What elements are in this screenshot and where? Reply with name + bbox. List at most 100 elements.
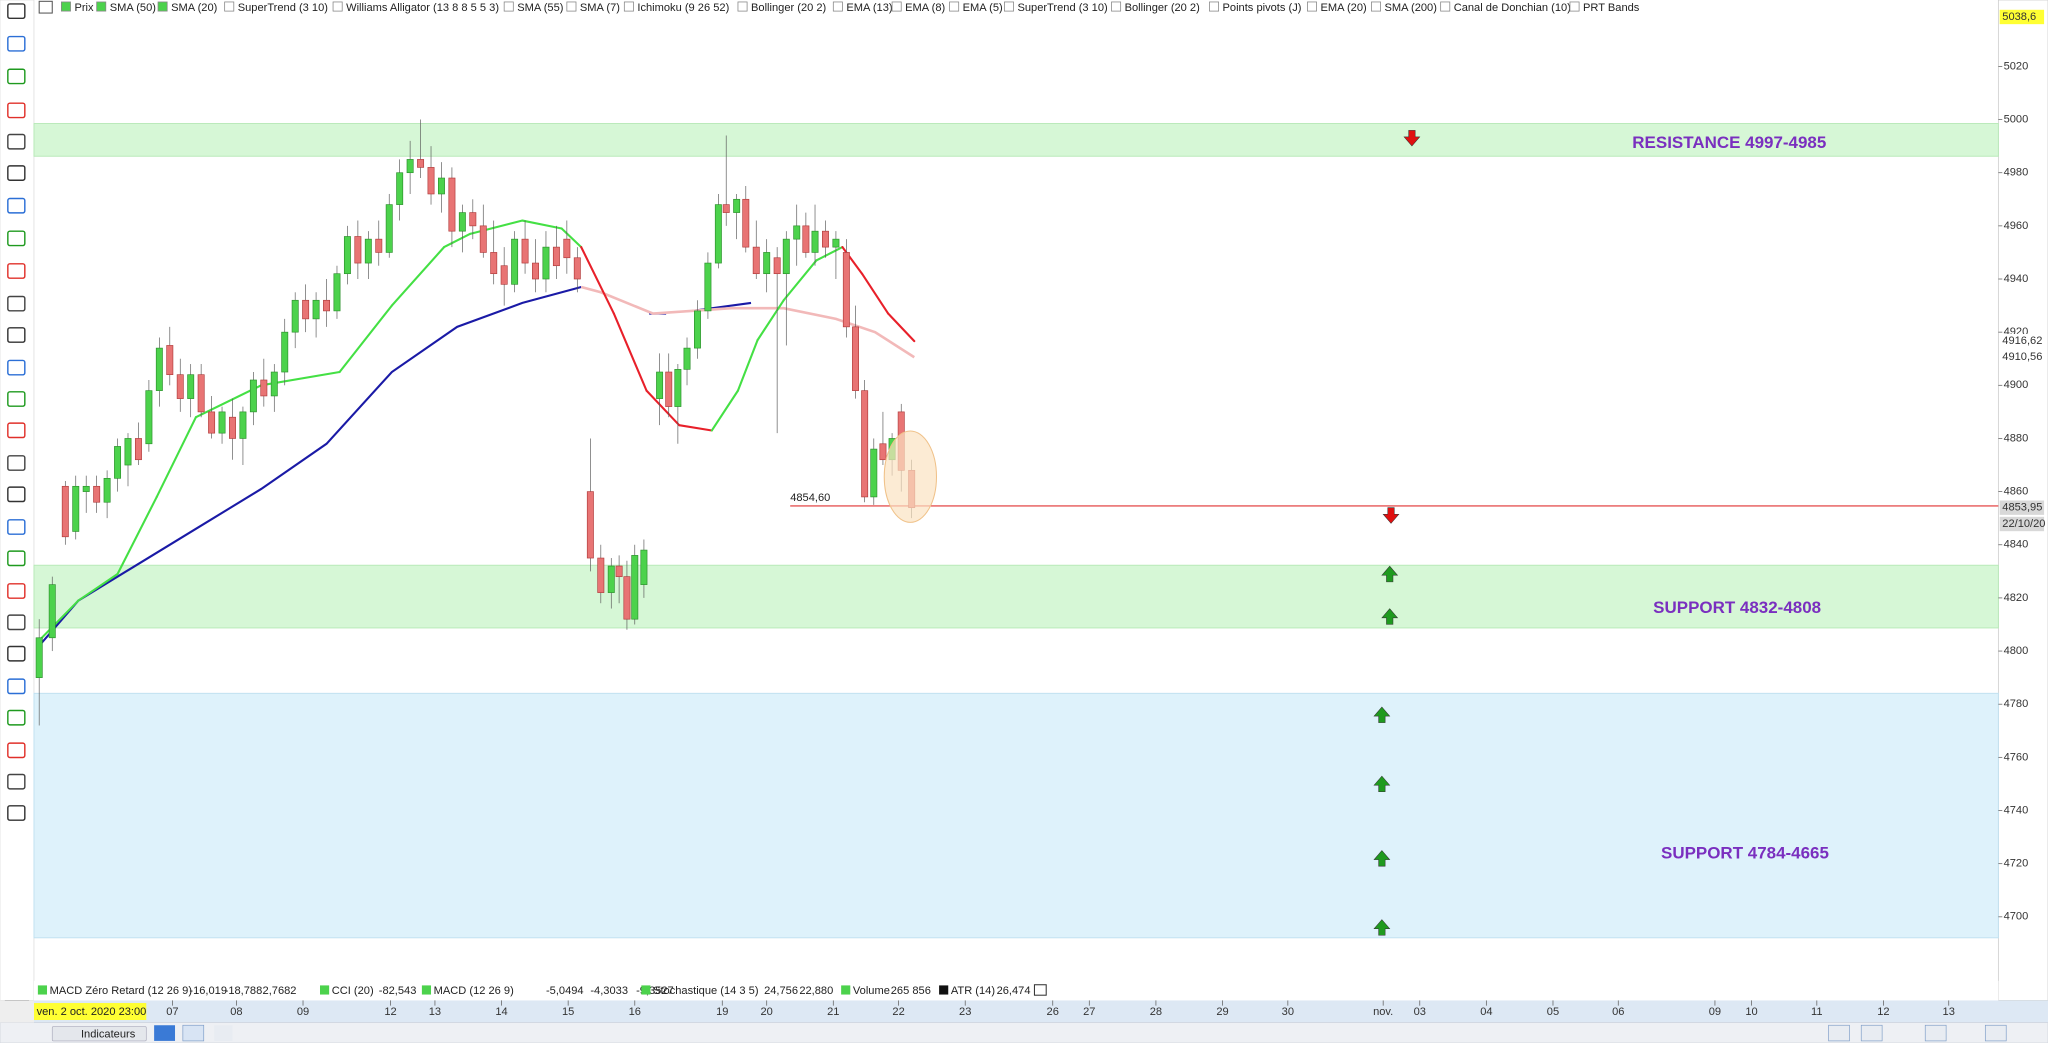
- toolbar-item[interactable]: SMA (7): [580, 2, 620, 14]
- tool-button[interactable]: [1828, 1024, 1850, 1042]
- indicator-name[interactable]: Stochastique (14 3 5): [653, 985, 758, 997]
- toolbar-checkbox[interactable]: [157, 1, 168, 12]
- tool-icon[interactable]: [7, 742, 26, 759]
- tool-icon[interactable]: [7, 645, 26, 662]
- tool-icon[interactable]: [7, 68, 26, 85]
- indicator-swatch[interactable]: [37, 985, 48, 995]
- toolbar-item[interactable]: SuperTrend (3 10): [238, 2, 328, 14]
- price-axis: [1997, 0, 2048, 1001]
- toolbar-checkbox[interactable]: [332, 1, 343, 12]
- tool-icon[interactable]: [7, 455, 26, 471]
- indicator-swatch[interactable]: [841, 985, 851, 995]
- toolbar-item[interactable]: Williams Alligator (13 8 8 5 5 3): [346, 2, 499, 14]
- toolbar-checkbox[interactable]: [96, 1, 107, 12]
- candle-body: [521, 238, 529, 264]
- tool-icon[interactable]: [7, 197, 26, 214]
- toolbar-item[interactable]: SuperTrend (3 10): [1017, 2, 1107, 14]
- tool-icon[interactable]: [7, 583, 26, 599]
- indicator-swatch[interactable]: [320, 985, 330, 995]
- toolbar-checkbox[interactable]: [1307, 1, 1317, 12]
- tool-icon[interactable]: [7, 519, 26, 535]
- indicator-swatch[interactable]: [939, 985, 949, 995]
- indicators-label[interactable]: Indicateurs: [81, 1028, 136, 1040]
- candle-body: [166, 345, 174, 376]
- toolbar-checkbox[interactable]: [224, 1, 235, 12]
- toolbar-item[interactable]: Canal de Donchian (10): [1454, 2, 1571, 14]
- tool-button[interactable]: [214, 1025, 233, 1041]
- toolbar-checkbox[interactable]: [1440, 1, 1451, 12]
- tool-icon[interactable]: [7, 709, 26, 726]
- toolbar-checkbox[interactable]: [60, 1, 71, 12]
- tool-icon[interactable]: [7, 805, 26, 821]
- toolbar-checkbox[interactable]: [949, 1, 960, 12]
- indicator-swatch[interactable]: [641, 985, 651, 995]
- toolbar-item[interactable]: SMA (55): [517, 2, 563, 14]
- tool-icon[interactable]: [7, 165, 26, 181]
- toolbar-checkbox[interactable]: [1004, 1, 1014, 12]
- toolbar-item[interactable]: EMA (5): [963, 2, 1003, 14]
- tool-icon[interactable]: [7, 3, 26, 20]
- x-tick-label: 06: [1612, 1006, 1624, 1018]
- indicator-name[interactable]: MACD (12 26 9): [434, 985, 514, 997]
- tool-icon[interactable]: [7, 422, 26, 439]
- toolbar-checkbox[interactable]: [1111, 1, 1122, 12]
- indicator-name[interactable]: CCI (20): [332, 985, 374, 997]
- candle-body: [312, 299, 320, 320]
- window-icon[interactable]: [38, 0, 53, 14]
- toolbar-item[interactable]: Bollinger (20 2): [1125, 2, 1200, 14]
- price-zone: [33, 564, 1999, 629]
- candle-body: [61, 485, 69, 538]
- indicator-settings[interactable]: [1033, 984, 1047, 996]
- toolbar-item[interactable]: SMA (20): [171, 2, 217, 14]
- toolbar-item[interactable]: EMA (8): [905, 2, 945, 14]
- tool-icon[interactable]: [7, 35, 26, 52]
- tool-button[interactable]: [1860, 1024, 1883, 1042]
- indicator-name[interactable]: Volume: [853, 985, 890, 997]
- tool-icon[interactable]: [7, 550, 26, 567]
- toolbar-item[interactable]: SMA (200): [1384, 2, 1436, 14]
- toolbar-checkbox[interactable]: [623, 1, 634, 12]
- candle-body: [586, 491, 594, 559]
- toolbar-checkbox[interactable]: [503, 1, 514, 12]
- tool-icon[interactable]: [7, 102, 26, 119]
- toolbar-checkbox[interactable]: [737, 1, 748, 12]
- candle-body: [114, 446, 122, 479]
- tool-button[interactable]: [182, 1024, 205, 1042]
- tool-icon[interactable]: [7, 614, 26, 631]
- indicator-swatch[interactable]: [421, 985, 432, 995]
- toolbar-checkbox[interactable]: [566, 1, 577, 12]
- tool-icon[interactable]: [7, 359, 26, 376]
- tool-icon[interactable]: [7, 678, 26, 695]
- tool-icon[interactable]: [7, 327, 26, 343]
- toolbar-item[interactable]: Bollinger (20 2): [751, 2, 826, 14]
- ma-segment: [841, 246, 864, 275]
- tool-icon[interactable]: [7, 133, 26, 150]
- tool-icon[interactable]: [7, 773, 26, 790]
- toolbar-item[interactable]: Points pivots (J): [1223, 2, 1302, 14]
- candle-body: [879, 443, 887, 461]
- toolbar-item[interactable]: Ichimoku (9 26 52): [637, 2, 729, 14]
- tool-icon[interactable]: [7, 263, 26, 279]
- toolbar-checkbox[interactable]: [1371, 1, 1381, 12]
- toolbar-checkbox[interactable]: [1209, 1, 1220, 12]
- tool-icon[interactable]: [7, 486, 26, 503]
- tool-icon[interactable]: [7, 295, 26, 312]
- indicator-name[interactable]: ATR (14): [951, 985, 995, 997]
- toolbar-checkbox[interactable]: [1569, 1, 1580, 12]
- tool-button[interactable]: [1984, 1024, 2007, 1042]
- toolbar-checkbox[interactable]: [891, 1, 902, 12]
- toolbar-item[interactable]: EMA (13): [846, 2, 892, 14]
- tool-button[interactable]: [1924, 1024, 1947, 1042]
- toolbar-item[interactable]: PRT Bands: [1583, 2, 1640, 14]
- indicators-button[interactable]: [51, 1026, 147, 1042]
- indicator-name[interactable]: MACD Zéro Retard (12 26 9): [50, 985, 192, 997]
- axis-badge-label: 4853,95: [2002, 502, 2042, 514]
- y-tick-label: 4840: [2004, 539, 2029, 551]
- toolbar-item[interactable]: EMA (20): [1320, 2, 1366, 14]
- tool-button[interactable]: [154, 1025, 176, 1041]
- toolbar-item[interactable]: SMA (50): [110, 2, 156, 14]
- tool-icon[interactable]: [7, 230, 26, 247]
- toolbar-checkbox[interactable]: [832, 1, 843, 12]
- toolbar-item[interactable]: Prix: [74, 2, 94, 14]
- tool-icon[interactable]: [7, 391, 26, 407]
